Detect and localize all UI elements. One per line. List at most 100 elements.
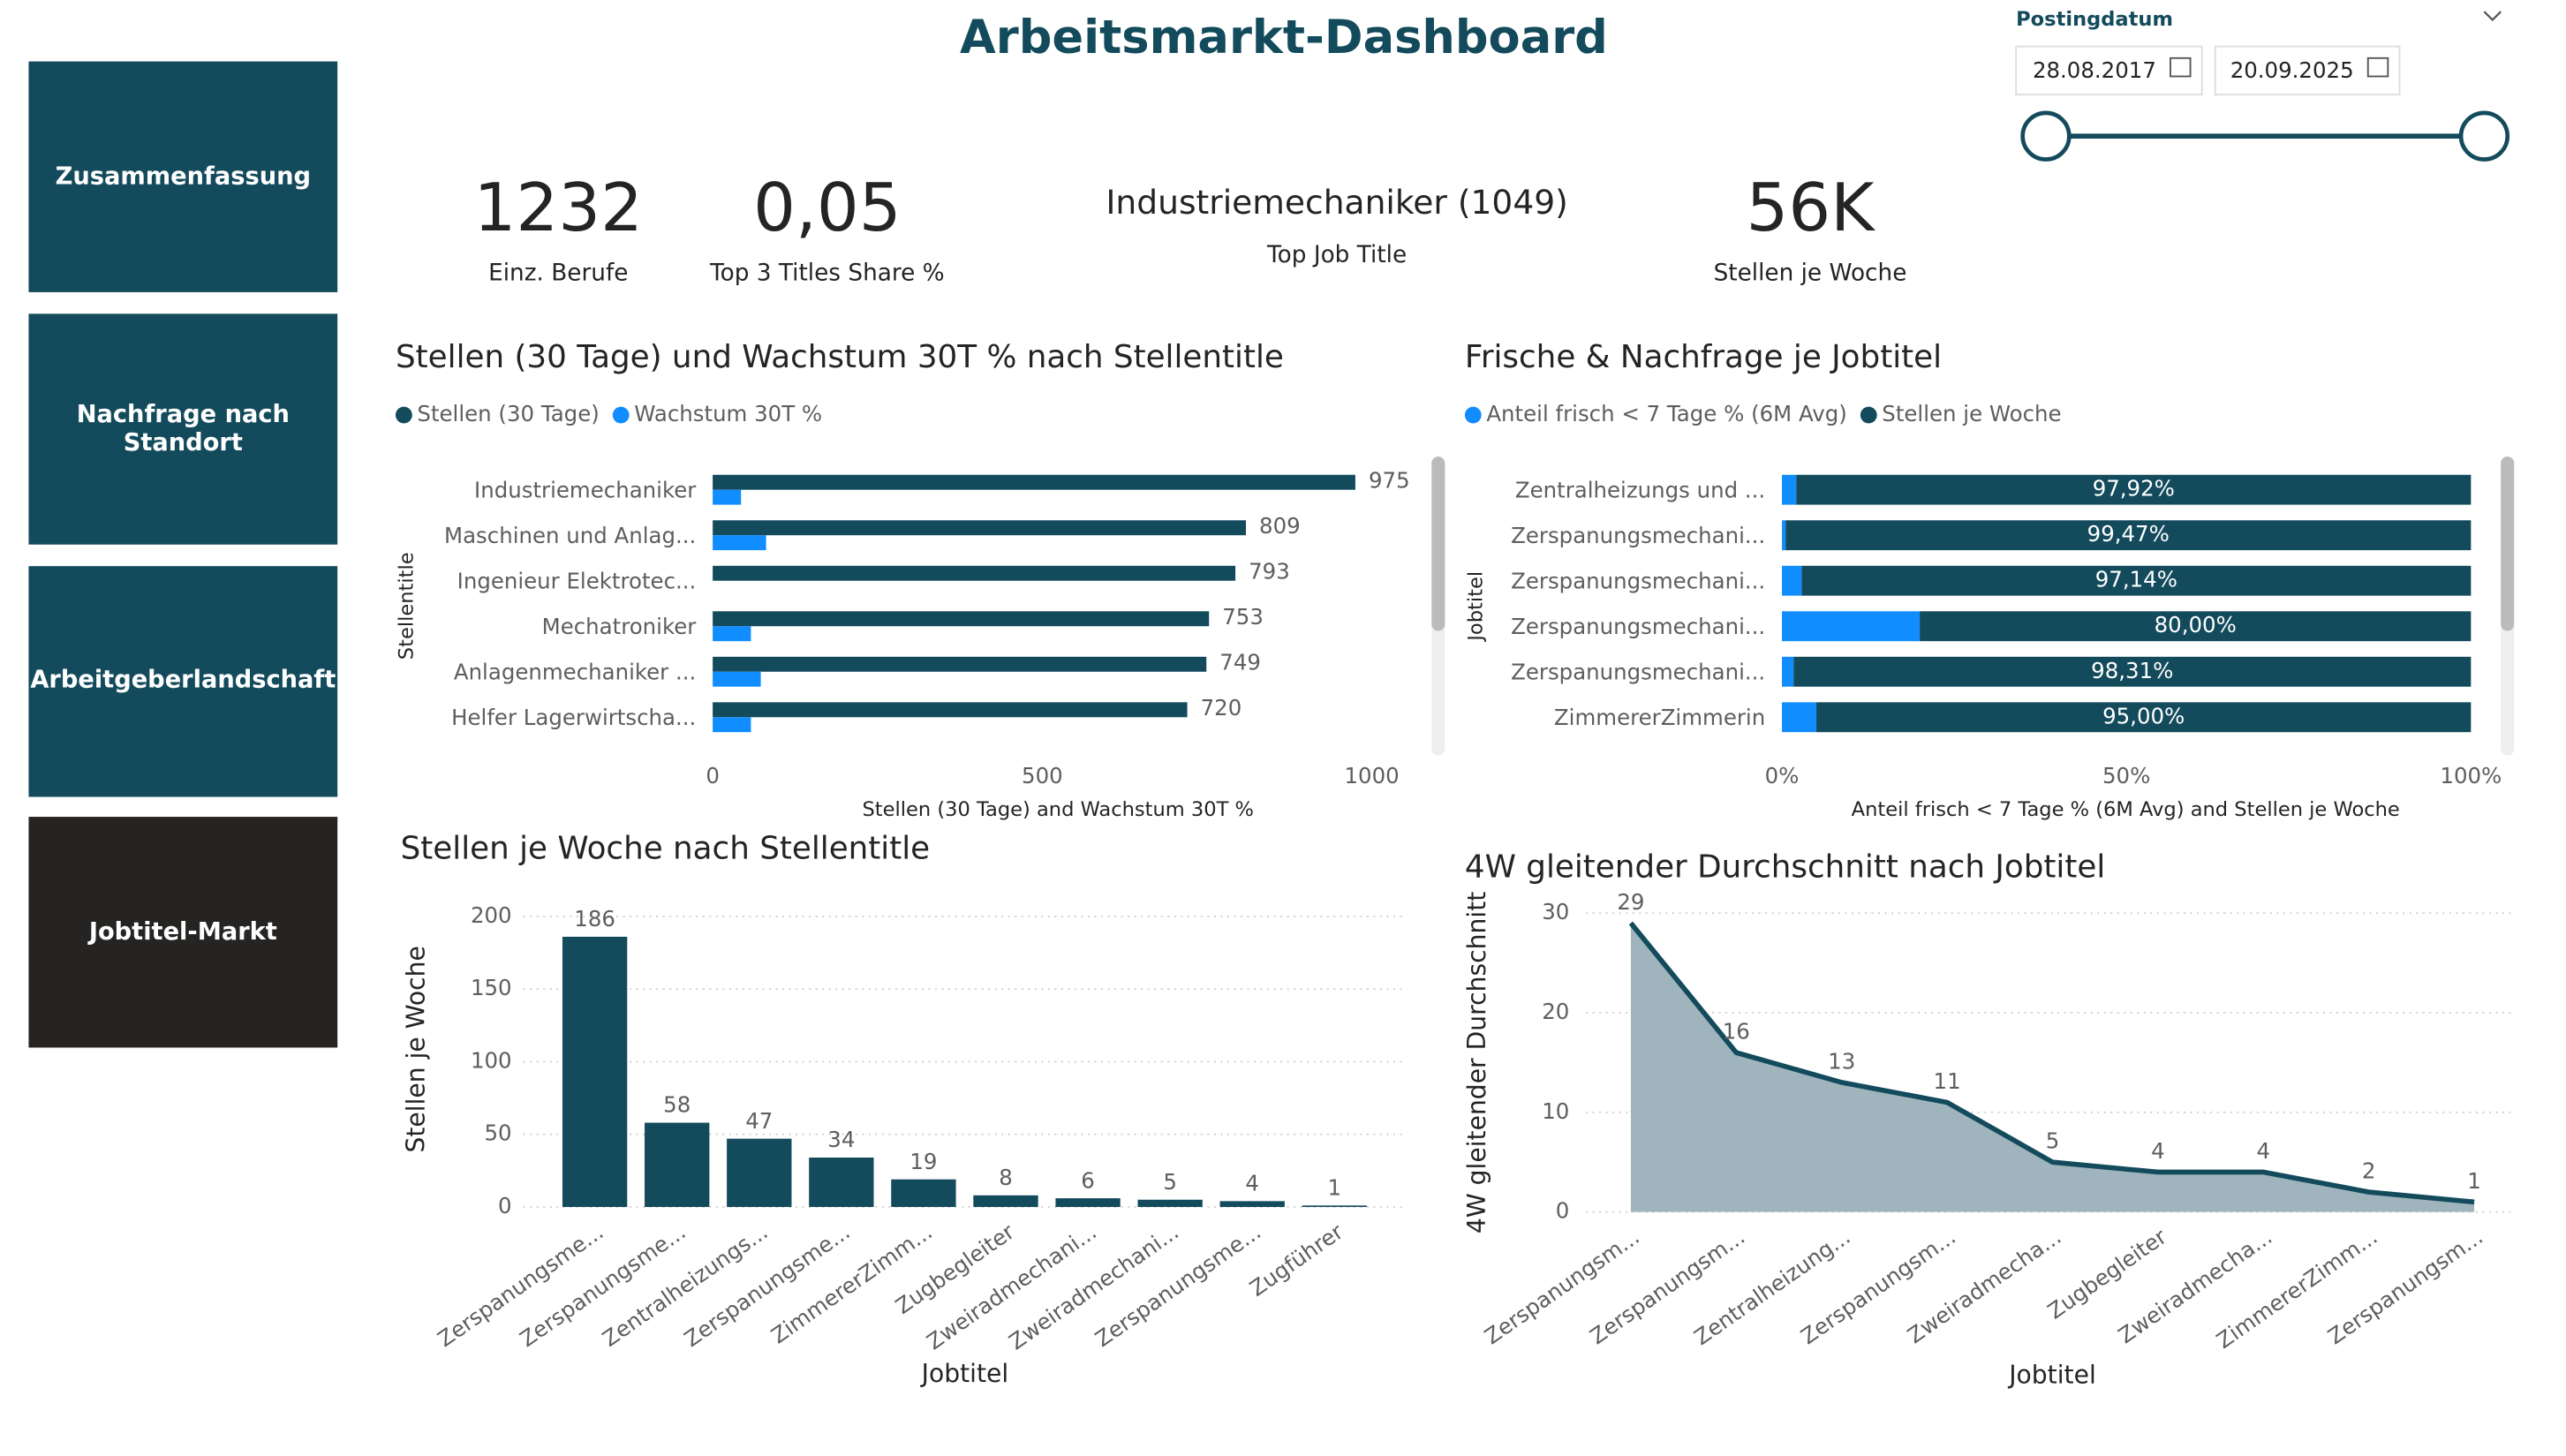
legend-marker <box>612 406 630 424</box>
y-tick-label: 30 <box>1542 899 1569 924</box>
legend-label: Anteil frisch < 7 Tage % (6M Avg) <box>1486 401 1846 426</box>
bar <box>713 565 1236 581</box>
data-label: 720 <box>1201 695 1242 720</box>
kpi-value: 1232 <box>474 169 643 246</box>
data-label: 97,92% <box>2093 476 2175 502</box>
chart-title: Frische & Nachfrage je Jobtitel <box>1465 339 1942 375</box>
x-tick-label: 50% <box>2102 763 2150 788</box>
chart-title: Stellen (30 Tage) und Wachstum 30T % nac… <box>396 339 1284 375</box>
data-label: 19 <box>909 1149 937 1174</box>
nav-button[interactable]: Nachfrage nach Standort <box>28 313 338 545</box>
data-label: 2 <box>2362 1158 2376 1183</box>
kpi-label: Einz. Berufe <box>488 260 628 287</box>
page-title: Arbeitsmarkt-Dashboard <box>960 11 1608 64</box>
bar <box>713 671 761 687</box>
category-label: ZimmererZimmerin <box>1554 705 1765 730</box>
data-label: 13 <box>1828 1048 1855 1074</box>
chart-title: Stellen je Woche nach Stellentitle <box>401 831 931 867</box>
nav-button-bg <box>28 61 338 292</box>
end-date: 20.09.2025 <box>2230 57 2354 83</box>
data-label: 1 <box>2467 1168 2481 1194</box>
date-slicer: Postingdatum 28.08.2017 20.09.2025 <box>2015 8 2510 162</box>
y-axis-title: Stellentitle <box>396 552 419 660</box>
y-axis-title: 4W gleitender Durchschnitt <box>1462 892 1491 1233</box>
nav-button[interactable]: Zusammenfassung <box>28 61 338 292</box>
bar-segment <box>1782 656 1794 687</box>
slider-handle[interactable] <box>2458 110 2510 162</box>
slicer-dropdown[interactable] <box>2483 11 2502 22</box>
y-tick-label: 10 <box>1542 1098 1569 1124</box>
legend-marker <box>395 406 412 424</box>
nav-label: Jobtitel-Markt <box>87 918 277 946</box>
data-label: 34 <box>827 1127 855 1152</box>
area <box>1630 923 2475 1212</box>
x-tick-label: 0 <box>706 763 720 788</box>
scrollbar-thumb[interactable] <box>1431 456 1445 631</box>
bar <box>713 702 1188 718</box>
bar-segment <box>1782 565 1802 596</box>
bar <box>713 520 1247 536</box>
category-label: Ingenieur Elektrotec... <box>457 569 697 594</box>
chart-title: 4W gleitender Durchschnitt nach Jobtitel <box>1465 849 2105 885</box>
bar-segment <box>1920 611 2472 642</box>
x-axis-title: Jobtitel <box>920 1359 1009 1388</box>
category-label: Mechatroniker <box>542 614 698 639</box>
bar <box>713 717 751 733</box>
bar <box>562 936 628 1207</box>
y-tick-label: 20 <box>1542 999 1569 1024</box>
bar <box>809 1158 874 1207</box>
bar <box>891 1179 956 1207</box>
data-label: 4 <box>2151 1138 2165 1164</box>
y-tick-label: 0 <box>1556 1198 1570 1224</box>
x-tick-label: 0% <box>1765 763 1800 788</box>
data-label: 11 <box>1934 1068 1961 1094</box>
data-label: 80,00% <box>2155 612 2237 637</box>
legend-marker <box>1860 406 1877 424</box>
bar-segment <box>1816 702 2472 733</box>
slider-handle[interactable] <box>2020 110 2072 162</box>
bar <box>713 474 1355 490</box>
data-label: 29 <box>1617 889 1644 915</box>
x-axis-title: Stellen (30 Tage) and Wachstum 30T % <box>862 798 1254 821</box>
bar <box>713 489 742 505</box>
data-label: 5 <box>1163 1169 1177 1195</box>
bar <box>973 1195 1038 1207</box>
category-label: Helfer Lagerwirtscha... <box>451 705 696 730</box>
bar <box>1137 1199 1203 1207</box>
navigation: Zusammenfassung Nachfrage nach Standort A… <box>28 61 338 1048</box>
legend-label: Stellen je Woche <box>1882 401 2061 426</box>
category-label: Anlagenmechaniker ... <box>454 660 696 685</box>
data-label: 95,00% <box>2102 703 2185 728</box>
x-axis-title: Jobtitel <box>2007 1361 2096 1390</box>
legend-label: Stellen (30 Tage) <box>417 401 599 426</box>
data-label: 793 <box>1249 558 1290 584</box>
scrollbar-thumb[interactable] <box>2501 456 2515 631</box>
legend-label: Wachstum 30T % <box>634 401 822 426</box>
y-tick-label: 100 <box>471 1047 512 1073</box>
y-tick-label: 200 <box>471 902 512 928</box>
bar-segment <box>1782 474 1797 505</box>
date-input[interactable]: 28.08.2017 <box>2015 45 2203 96</box>
bar <box>1302 1205 1367 1207</box>
data-label: 753 <box>1222 604 1264 630</box>
data-label: 8 <box>999 1165 1013 1190</box>
bar <box>1055 1198 1121 1207</box>
bar-segment <box>1801 565 2472 596</box>
category-label: Industriemechaniker <box>474 478 697 503</box>
category-label: Zerspanungsmechani... <box>1511 569 1765 594</box>
bar <box>713 535 766 551</box>
nav-button[interactable]: Arbeitgeberlandschaft <box>28 566 338 797</box>
category-label: Zerspanungsmechani... <box>1511 614 1765 639</box>
start-date: 28.08.2017 <box>2033 57 2156 83</box>
nav-button[interactable]: Jobtitel-Markt <box>28 817 338 1048</box>
kpi-label: Top 3 Titles Share % <box>709 260 945 287</box>
data-label: 186 <box>574 906 615 932</box>
data-label: 4 <box>1245 1171 1259 1196</box>
nav-label: Arbeitgeberlandschaft <box>30 666 336 693</box>
date-input[interactable]: 20.09.2025 <box>2214 45 2401 96</box>
y-tick-label: 150 <box>471 975 512 1000</box>
bar-segment <box>1785 520 2472 551</box>
kpi-label: Stellen je Woche <box>1714 260 1907 287</box>
data-label: 98,31% <box>2091 658 2173 683</box>
